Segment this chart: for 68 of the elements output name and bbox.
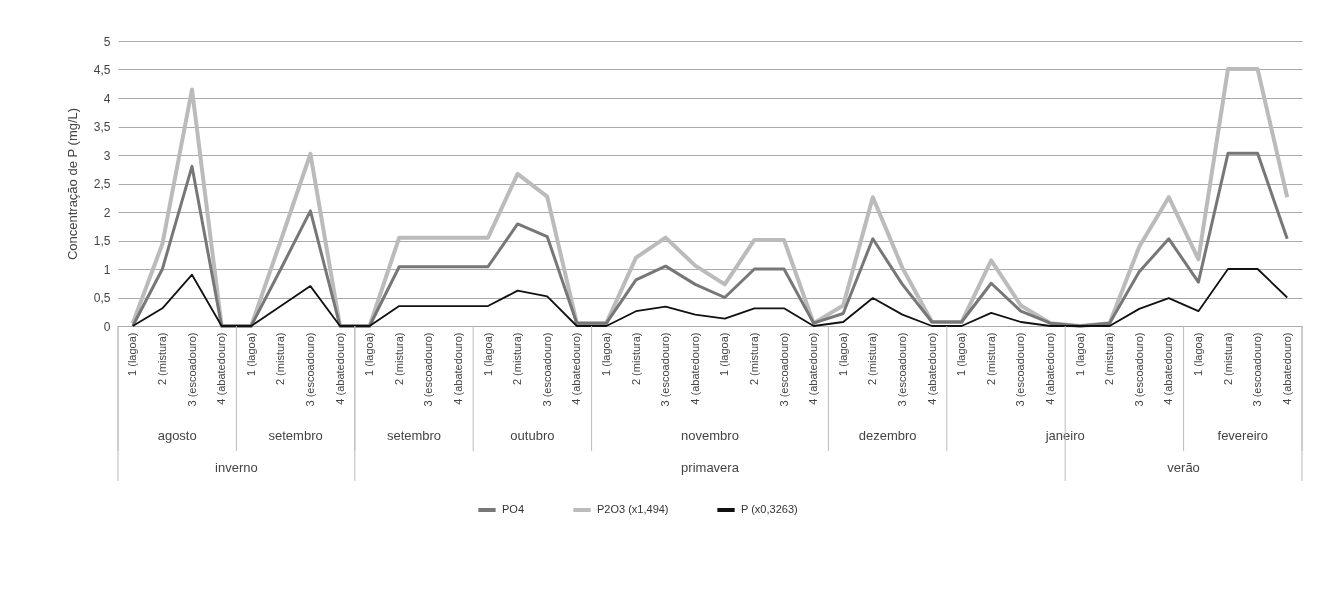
x-tick-label: 4 (abatedouro)	[925, 332, 938, 405]
y-tick-label: 1,5	[93, 234, 111, 248]
x-tick-label: 2 (mistura)	[1103, 332, 1116, 386]
text: inverno	[215, 460, 258, 475]
x-tick-label: 2 (mistura)	[747, 332, 760, 386]
text: primavera	[681, 460, 740, 475]
x-tick-label: 2 (mistura)	[155, 332, 168, 386]
y-tick-label: 5	[103, 34, 111, 49]
line-series	[131, 151, 1289, 328]
x-tick-label: 3 (escoadouro)	[1132, 332, 1145, 407]
x-tick-label: 1 (lagoa)	[126, 332, 139, 376]
x-tick-label: 2 (mistura)	[511, 332, 524, 386]
legend-label: PO4	[502, 503, 525, 515]
x-tick-label: 3 (escoadouro)	[303, 332, 316, 407]
y-tick-label: 0,5	[93, 291, 111, 305]
text: fevereiro	[1217, 428, 1269, 443]
x-tick-label: 3 (escoadouro)	[540, 332, 553, 407]
line-series	[131, 268, 1289, 327]
text: agosto	[157, 428, 197, 443]
y-tick-label: 0	[103, 319, 111, 334]
x-tick-label: 4 (abatedouro)	[333, 332, 346, 405]
y-tick-label: 2,5	[93, 177, 111, 191]
y-axis-title: Concentração de P (mg/L)	[64, 107, 80, 261]
x-tick-label: 3 (escoadouro)	[659, 332, 672, 407]
x-tick-label: 1 (lagoa)	[1073, 332, 1086, 376]
text: janeiro	[1044, 428, 1085, 443]
x-tick-label: 2 (mistura)	[629, 332, 642, 386]
x-tick-label: 3 (escoadouro)	[1014, 332, 1027, 407]
legend-label: P2O3 (x1,494)	[597, 503, 669, 515]
x-tick-label: 4 (abatedouro)	[1280, 332, 1293, 405]
x-tick-label: 4 (abatedouro)	[215, 332, 228, 405]
text: outubro	[510, 428, 555, 443]
x-tick-label: 2 (mistura)	[866, 332, 879, 386]
legend-label: P (x0,3263)	[741, 503, 798, 515]
text: novembro	[681, 428, 739, 443]
y-tick-label: 3	[103, 148, 111, 163]
x-tick-label: 1 (lagoa)	[363, 332, 376, 376]
x-tick-label: 2 (mistura)	[1221, 332, 1234, 386]
x-tick-label: 2 (mistura)	[392, 332, 405, 386]
y-tick-label: 2	[103, 205, 111, 220]
y-tick-label: 3,5	[93, 120, 111, 134]
y-tick-label: 1	[103, 262, 111, 277]
text: verão	[1167, 460, 1200, 475]
y-tick-label: 4	[103, 91, 111, 106]
x-tick-label: 4 (abatedouro)	[807, 332, 820, 405]
x-tick-label: 3 (escoadouro)	[422, 332, 435, 407]
x-tick-label: 1 (lagoa)	[955, 332, 968, 376]
x-tick-label: 4 (abatedouro)	[451, 332, 464, 405]
x-tick-label: 3 (escoadouro)	[185, 332, 198, 407]
x-tick-label: 1 (lagoa)	[481, 332, 494, 376]
x-tick-label: 1 (lagoa)	[244, 332, 257, 376]
x-tick-label: 2 (mistura)	[274, 332, 287, 386]
text: setembro	[386, 428, 442, 443]
text: setembro	[268, 428, 323, 443]
x-tick-label: 2 (mistura)	[984, 332, 997, 386]
x-tick-label: 4 (abatedouro)	[1162, 332, 1175, 405]
x-tick-label: 1 (lagoa)	[599, 332, 612, 376]
x-tick-label: 1 (lagoa)	[1191, 332, 1204, 376]
x-tick-label: 4 (abatedouro)	[1043, 332, 1056, 405]
x-tick-label: 3 (escoadouro)	[895, 332, 908, 407]
y-tick-label: 4,5	[93, 63, 111, 77]
text: dezembro	[858, 428, 917, 443]
x-tick-label: 1 (lagoa)	[836, 332, 849, 376]
x-tick-label: 3 (escoadouro)	[1251, 332, 1264, 407]
x-tick-label: 1 (lagoa)	[718, 332, 731, 376]
x-tick-label: 4 (abatedouro)	[688, 332, 701, 405]
x-tick-label: 4 (abatedouro)	[570, 332, 583, 405]
x-tick-label: 3 (escoadouro)	[777, 332, 790, 407]
